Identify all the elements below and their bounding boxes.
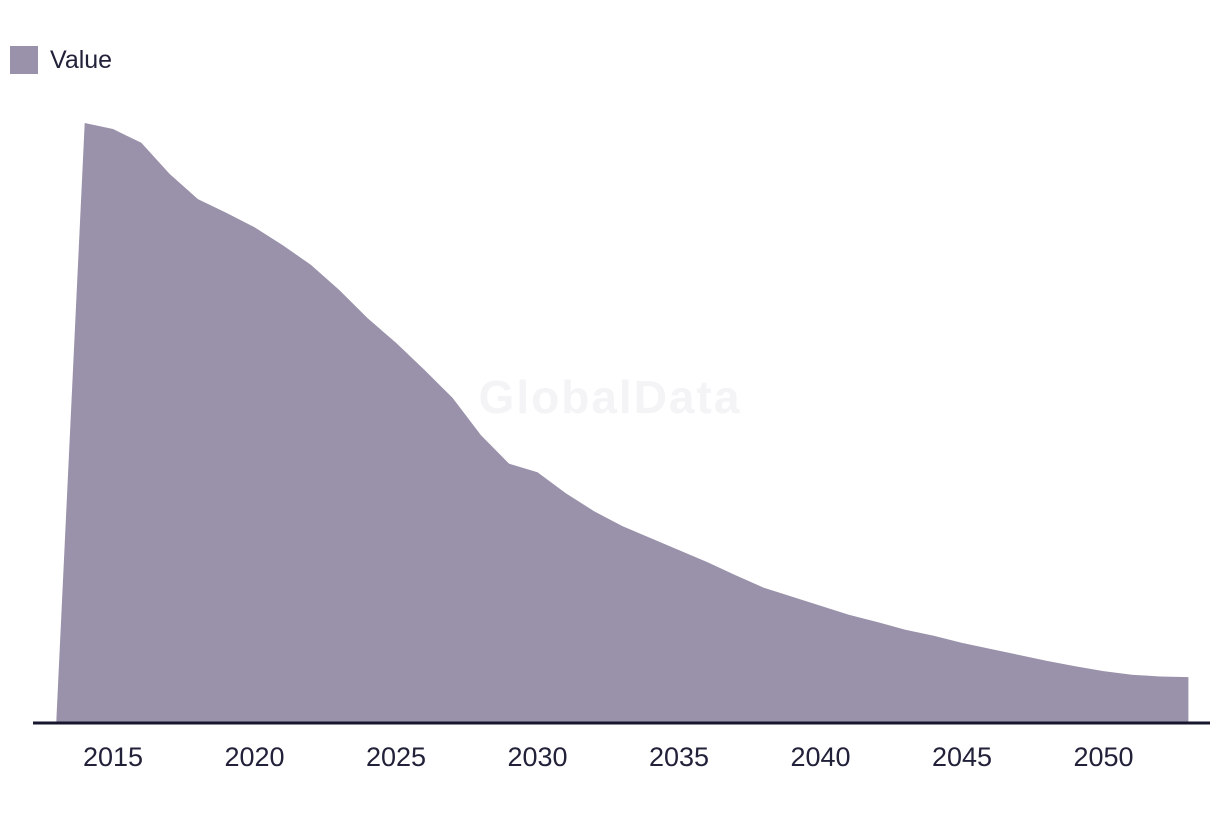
legend: Value bbox=[10, 46, 112, 74]
x-tick-label: 2035 bbox=[648, 742, 710, 772]
legend-swatch-icon bbox=[10, 46, 38, 74]
watermark: GlobalData bbox=[478, 371, 742, 423]
x-tick-label: 2040 bbox=[790, 742, 851, 772]
x-tick-label: 2045 bbox=[931, 742, 993, 772]
x-tick-label: 2020 bbox=[224, 742, 285, 772]
legend-label: Value bbox=[50, 46, 113, 74]
x-tick-label: 2015 bbox=[82, 742, 144, 772]
area-series-value bbox=[56, 123, 1189, 723]
x-tick-label: 2030 bbox=[507, 742, 568, 772]
x-tick-label: 2050 bbox=[1073, 742, 1134, 772]
x-tick-label: 2025 bbox=[365, 742, 427, 772]
